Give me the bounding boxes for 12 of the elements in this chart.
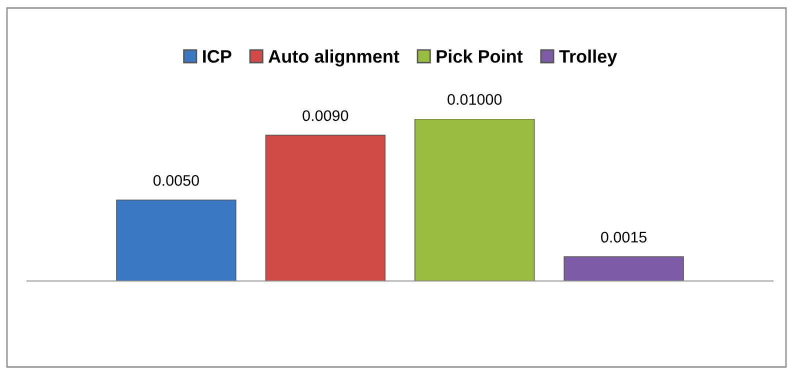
- legend-label: Auto alignment: [268, 50, 400, 66]
- data-label: 0.01000: [448, 94, 502, 105]
- data-label: 0.0015: [601, 232, 647, 243]
- bar: [414, 119, 535, 281]
- bar: [564, 256, 684, 281]
- bar: [265, 134, 386, 281]
- legend-label: Trolley: [559, 50, 618, 66]
- bar: [116, 200, 236, 281]
- data-label: 0.0050: [153, 175, 199, 186]
- data-label: 0.0090: [302, 110, 348, 122]
- legend-label: ICP: [203, 50, 232, 63]
- legend-label: Pick Point: [436, 50, 523, 63]
